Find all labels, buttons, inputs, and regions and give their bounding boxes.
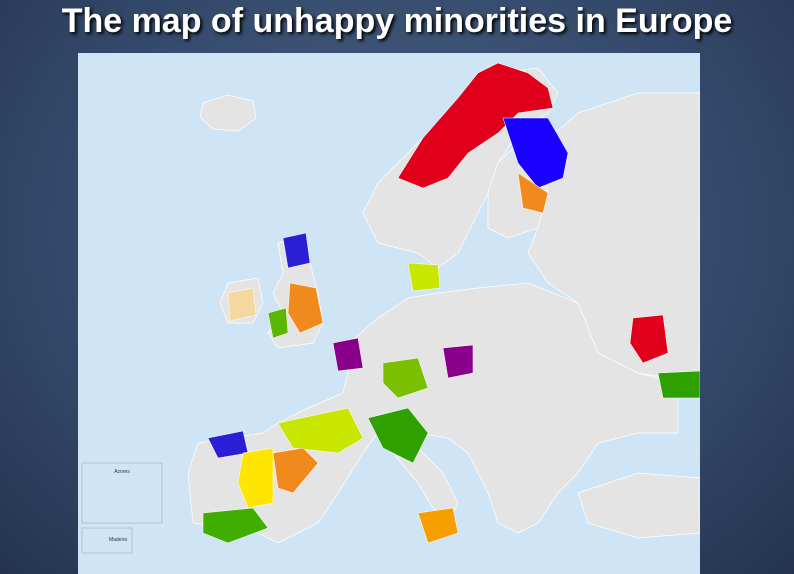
region [629,314,669,364]
region [332,337,364,372]
region [442,344,474,379]
minority-regions [202,62,700,544]
region [227,287,257,322]
region [517,172,549,214]
region [272,447,319,494]
region [367,407,429,464]
region [502,117,569,189]
region [277,407,364,454]
region [282,232,311,269]
map-label: Madeira [109,537,127,543]
region [267,307,289,339]
europe-map: Azores Madeira [78,53,700,574]
inset-frame [81,527,133,554]
region [657,370,700,399]
region [382,357,429,399]
slide-title: The map of unhappy minorities in Europe [61,2,733,40]
region [407,262,441,292]
map-label: Azores [114,469,130,475]
region [417,507,459,544]
region [397,62,554,189]
region [287,282,324,334]
inset-frame [81,462,163,524]
region [237,447,274,509]
region [202,507,269,544]
